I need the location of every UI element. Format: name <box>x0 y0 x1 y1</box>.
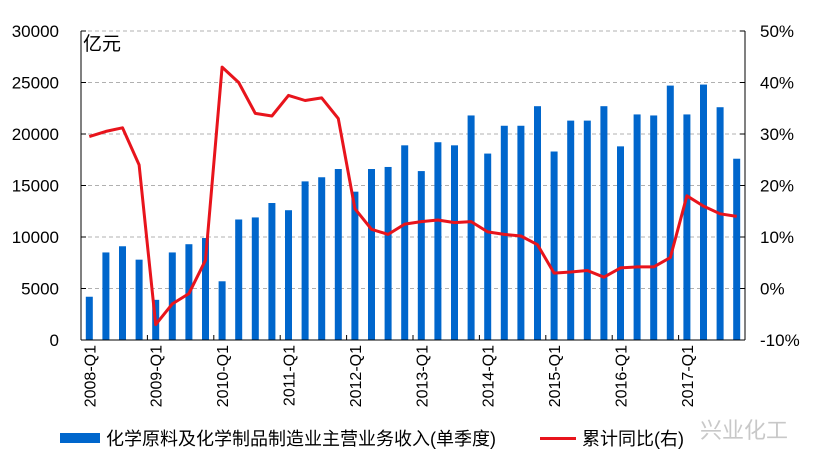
bar <box>102 252 110 340</box>
bar <box>119 246 126 340</box>
right-tick-label: -10% <box>760 331 800 350</box>
right-tick-label: 20% <box>760 177 794 196</box>
bar <box>417 171 425 340</box>
watermark: 兴业化工 <box>700 418 789 443</box>
bar <box>318 177 326 340</box>
bar <box>285 210 292 340</box>
bar <box>384 166 392 340</box>
bar <box>268 203 276 340</box>
bar <box>700 84 707 340</box>
left-axis-unit: 亿元 <box>83 33 121 55</box>
bar <box>666 85 674 340</box>
bar <box>683 114 691 341</box>
x-tick-label: 2016-Q1 <box>614 345 631 407</box>
bar <box>583 120 591 340</box>
bar <box>633 114 641 341</box>
bar <box>567 120 575 340</box>
right-tick-label: 10% <box>760 228 794 247</box>
legend-swatch-bar <box>60 433 100 443</box>
x-tick-label: 2010-Q1 <box>215 345 232 407</box>
bar <box>351 191 359 340</box>
bar <box>733 158 741 340</box>
bar <box>617 146 624 340</box>
bar <box>451 145 458 340</box>
x-tick-label: 2008-Q1 <box>82 345 99 407</box>
bar <box>218 281 226 340</box>
x-tick-label: 2015-Q1 <box>547 345 564 407</box>
bar <box>650 115 658 341</box>
left-tick-label: 25000 <box>12 74 59 93</box>
x-tick-label: 2013-Q1 <box>414 345 431 407</box>
left-tick-label: 15000 <box>12 177 59 196</box>
x-tick-label: 2011-Q1 <box>282 345 299 406</box>
legend-label-line: 累计同比(右) <box>582 429 684 449</box>
x-tick-label: 2009-Q1 <box>149 345 166 407</box>
left-tick-label: 5000 <box>21 280 59 299</box>
bar <box>550 151 558 340</box>
x-tick-label: 2017-Q1 <box>680 345 697 407</box>
right-tick-label: 50% <box>760 22 794 41</box>
bar <box>368 169 375 340</box>
bar <box>168 252 176 340</box>
bar <box>251 217 259 340</box>
bar <box>334 169 342 340</box>
bar <box>600 106 608 340</box>
right-tick-label: 30% <box>760 125 794 144</box>
left-tick-label: 20000 <box>12 125 59 144</box>
right-tick-label: 0% <box>760 280 785 299</box>
left-tick-label: 10000 <box>12 228 59 247</box>
left-tick-label: 30000 <box>12 22 59 41</box>
right-tick-label: 40% <box>760 74 794 93</box>
bar <box>135 259 143 340</box>
bar <box>467 115 475 341</box>
legend-label-bar: 化学原料及化学制品制造业主营业务收入(单季度) <box>106 429 496 449</box>
bar <box>401 145 409 340</box>
bar <box>235 219 243 340</box>
legend-swatch-line <box>540 436 576 440</box>
bar <box>484 153 492 340</box>
left-tick-label: 0 <box>50 331 59 350</box>
bar <box>500 125 508 340</box>
bar <box>202 238 209 340</box>
bar <box>85 296 93 340</box>
bar <box>534 106 541 340</box>
bar <box>517 125 525 340</box>
bar <box>716 107 724 340</box>
x-tick-label: 2012-Q1 <box>348 345 365 407</box>
x-tick-label: 2014-Q1 <box>481 345 498 407</box>
bar <box>434 142 442 340</box>
yoy-line <box>88 65 737 327</box>
bar <box>301 181 309 340</box>
legend: 化学原料及化学制品制造业主营业务收入(单季度) 累计同比(右) <box>60 425 684 451</box>
